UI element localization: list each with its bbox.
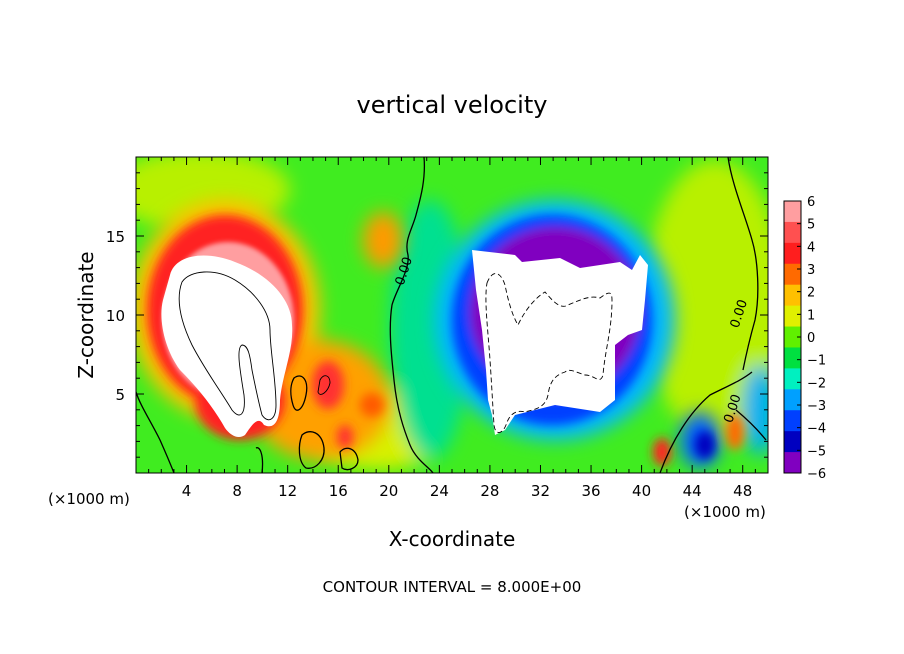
colorbar-label: −5 bbox=[807, 444, 826, 459]
colorbar-swatch bbox=[784, 201, 801, 223]
colorbar-swatch bbox=[784, 326, 801, 348]
colorbar-label: 2 bbox=[807, 286, 815, 301]
zero-contour-mid bbox=[389, 157, 434, 473]
colorbar: 6 5 4 3 2 1 0 −1 −2 −3 −4 −5 −6 bbox=[783, 195, 826, 482]
colorbar-swatch bbox=[784, 221, 801, 244]
colorbar-label: 3 bbox=[807, 263, 815, 278]
colorbar-swatch bbox=[784, 431, 801, 453]
y-tick-label: 5 bbox=[115, 386, 125, 404]
contour-lines-thin bbox=[178, 271, 331, 421]
colorbar-swatch bbox=[784, 305, 801, 328]
heatmap-field bbox=[136, 157, 768, 473]
colorbar-swatch bbox=[784, 284, 801, 307]
x-tick-label: 12 bbox=[278, 482, 297, 500]
colorbar-label: −4 bbox=[807, 422, 826, 437]
zero-contour-lower-right bbox=[659, 371, 753, 473]
y-axis-title: Z-coordinate bbox=[74, 251, 98, 378]
zero-contour-small-4 bbox=[255, 447, 264, 473]
x-axis-title: X-coordinate bbox=[389, 527, 516, 551]
zero-contour-small-2 bbox=[298, 431, 325, 469]
x-tick-label: 36 bbox=[581, 482, 600, 500]
colorbar-label: 6 bbox=[807, 195, 815, 210]
y-tick-label: 10 bbox=[106, 307, 125, 325]
colorbar-label: 1 bbox=[807, 308, 815, 323]
contour-lines bbox=[136, 157, 767, 473]
x-unit-left: (×1000 m) bbox=[48, 490, 130, 508]
updraft-cell-42 bbox=[653, 438, 671, 466]
updraft-contour-small bbox=[317, 375, 331, 395]
colorbar-label: −3 bbox=[807, 399, 826, 414]
x-tick-label: 32 bbox=[531, 482, 550, 500]
colorbar-swatch bbox=[784, 410, 801, 432]
colorbar-label: −6 bbox=[807, 467, 826, 482]
weak-down-zone-far-right bbox=[742, 365, 768, 455]
x-tick-label: 4 bbox=[182, 482, 192, 500]
colorbar-swatch bbox=[784, 368, 801, 390]
colorbar-label: 0 bbox=[807, 331, 815, 346]
x-tick-label: 16 bbox=[329, 482, 348, 500]
contour-interval-footer: CONTOUR INTERVAL = 8.000E+00 bbox=[323, 578, 582, 596]
colorbar-swatch bbox=[784, 389, 801, 411]
updraft-cell-17 bbox=[337, 425, 353, 449]
downdraft-contour-minus8 bbox=[485, 273, 613, 433]
x-tick-label: 44 bbox=[683, 482, 702, 500]
downdraft-core bbox=[472, 250, 648, 435]
x-tick-label: 48 bbox=[733, 482, 752, 500]
colorbar-label: 4 bbox=[807, 240, 815, 255]
zero-contour-small-1 bbox=[290, 375, 308, 411]
updraft-small-cell bbox=[363, 212, 403, 268]
updraft-cell-14 bbox=[312, 361, 344, 409]
x-axis: 4 8 12 16 20 24 28 32 36 40 44 48 bbox=[148, 157, 756, 500]
zero-contour-left-edge bbox=[136, 391, 175, 473]
zero-contour-far-lower-right bbox=[735, 409, 767, 441]
colorbar-label: −2 bbox=[807, 376, 826, 391]
y-tick-label: 15 bbox=[106, 228, 125, 246]
colorbar-swatch bbox=[784, 263, 801, 286]
x-tick-label: 20 bbox=[379, 482, 398, 500]
colorbar-swatch bbox=[784, 242, 801, 265]
updraft-cell-47 bbox=[726, 414, 744, 450]
colorbar-label: −1 bbox=[807, 354, 826, 369]
updraft-cell-19 bbox=[360, 393, 384, 417]
y-axis: 5 10 15 bbox=[106, 172, 768, 458]
colorbar-label: 5 bbox=[807, 218, 815, 233]
x-tick-label: 28 bbox=[480, 482, 499, 500]
x-tick-label: 24 bbox=[430, 482, 449, 500]
colorbar-swatch bbox=[784, 452, 801, 474]
x-tick-label: 8 bbox=[232, 482, 242, 500]
zero-contour-right bbox=[727, 157, 759, 371]
weak-up-zone-right bbox=[645, 160, 768, 440]
updraft-core bbox=[161, 255, 293, 438]
contour-lines-negative bbox=[485, 273, 613, 433]
colorbar-swatch bbox=[784, 347, 801, 369]
x-unit-right: (×1000 m) bbox=[684, 503, 766, 521]
x-tick-label: 40 bbox=[632, 482, 651, 500]
zero-contour-small-3 bbox=[339, 447, 359, 471]
downdraft-cell-45 bbox=[695, 431, 715, 459]
chart-title: vertical velocity bbox=[357, 91, 548, 119]
updraft-contour-8 bbox=[178, 271, 277, 421]
